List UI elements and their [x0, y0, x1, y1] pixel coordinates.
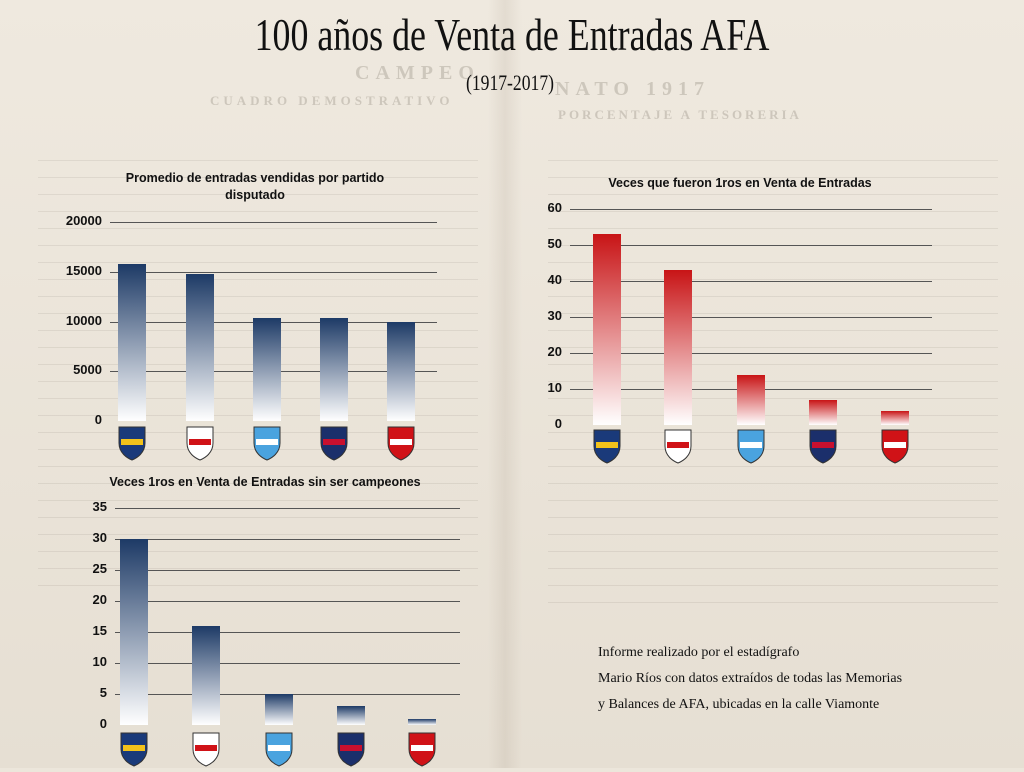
chart-2-y-tick-label: 50: [547, 236, 562, 251]
chart-2-y-tick-label: 60: [547, 200, 562, 215]
chart-2-bar: [881, 411, 909, 425]
chart-1-y-tick-label: 15000: [65, 263, 102, 278]
chart-2-y-tick-label: 30: [547, 308, 562, 323]
chart-1-bar: [253, 318, 281, 421]
background-heading-left: CAMPEO: [355, 62, 480, 84]
chart-2-y-tick-label: 0: [554, 416, 562, 431]
chart-3-y-tick-label: 0: [99, 716, 107, 731]
chart-3-y-tick-label: 5: [99, 685, 107, 700]
independiente-crest-icon: [386, 425, 416, 466]
chart-3-bar: [192, 626, 220, 725]
chart-3-bar: [120, 539, 148, 725]
chart-3-bar: [337, 706, 365, 725]
chart-1-bar: [186, 274, 214, 421]
chart-2-gridline: [570, 209, 932, 210]
source-note: Informe realizado por el estadígrafo Mar…: [598, 640, 998, 718]
chart-2-title: Veces que fueron 1ros en Venta de Entrad…: [608, 176, 872, 190]
background-ledger-right: [548, 160, 998, 610]
chart-3-y-tick-label: 30: [92, 530, 107, 545]
chart-2-gridline: [570, 245, 932, 246]
chart-3-gridline: [115, 570, 460, 571]
independiente-crest-icon: [880, 428, 910, 469]
river-plate-crest-icon: [191, 731, 221, 772]
racing-club-crest-icon: [264, 731, 294, 772]
chart-1-gridline: [110, 272, 437, 273]
chart-3-gridline: [115, 508, 460, 509]
racing-club-crest-icon: [252, 425, 282, 466]
boca-juniors-crest-icon: [592, 428, 622, 469]
chart-2-y-tick-label: 10: [547, 380, 562, 395]
chart-1-title: Promedio de entradas vendidas por partid…: [125, 171, 385, 202]
chart-2-gridline: [570, 353, 932, 354]
chart-3-gridline: [115, 539, 460, 540]
page-title: 100 años de Venta de Entradas AFA: [254, 9, 770, 60]
chart-3-gridline: [115, 632, 460, 633]
racing-club-crest-icon: [736, 428, 766, 469]
chart-1-gridline: [110, 222, 437, 223]
chart-2-bar: [593, 234, 621, 425]
background-subheading-left: CUADRO DEMOSTRATIVO: [210, 93, 454, 108]
chart-3-y-tick-label: 20: [92, 592, 107, 607]
chart-3-title: Veces 1ros en Venta de Entradas sin ser …: [109, 475, 421, 489]
chart-1-bar: [387, 322, 415, 421]
chart-1-bar: [118, 264, 146, 421]
chart-2-bar: [809, 400, 837, 425]
source-note-line-2: Mario Ríos con datos extraídos de todas …: [598, 671, 903, 686]
chart-3-gridline: [115, 663, 460, 664]
river-plate-crest-icon: [185, 425, 215, 466]
independiente-crest-icon: [407, 731, 437, 772]
river-plate-crest-icon: [663, 428, 693, 469]
boca-juniors-crest-icon: [119, 731, 149, 772]
boca-juniors-crest-icon: [117, 425, 147, 466]
page-subtitle: (1917-2017): [466, 70, 554, 95]
san-lorenzo-crest-icon: [336, 731, 366, 772]
san-lorenzo-crest-icon: [808, 428, 838, 469]
chart-2-y-tick-label: 20: [547, 344, 562, 359]
chart-2-bar: [737, 375, 765, 425]
chart-3-y-tick-label: 15: [92, 623, 107, 638]
san-lorenzo-crest-icon: [319, 425, 349, 466]
chart-1-y-tick-label: 5000: [73, 362, 102, 377]
chart-3-bar: [265, 694, 293, 725]
chart-3-y-tick-label: 25: [92, 561, 107, 576]
chart-3-gridline: [115, 601, 460, 602]
chart-1-y-tick-label: 0: [94, 412, 102, 427]
chart-3-y-tick-label: 10: [92, 654, 107, 669]
background-subheading-right: PORCENTAJE A TESORERIA: [558, 107, 802, 122]
chart-1-y-tick-label: 10000: [65, 313, 102, 328]
chart-2-gridline: [570, 281, 932, 282]
source-note-line-3: y Balances de AFA, ubicadas en la calle …: [598, 697, 880, 712]
source-note-line-1: Informe realizado por el estadígrafo: [598, 645, 800, 660]
chart-1-bar: [320, 318, 348, 421]
chart-3-bar: [408, 719, 436, 725]
chart-1-y-tick-label: 20000: [65, 213, 102, 228]
chart-2-gridline: [570, 317, 932, 318]
chart-3-y-tick-label: 35: [92, 499, 107, 514]
background-heading-right: NATO 1917: [555, 78, 710, 100]
chart-2-bar: [664, 270, 692, 425]
chart-2-y-tick-label: 40: [547, 272, 562, 287]
